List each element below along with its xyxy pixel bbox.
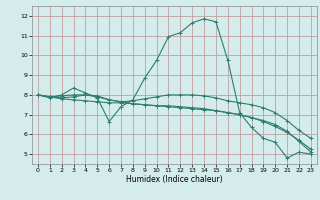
X-axis label: Humidex (Indice chaleur): Humidex (Indice chaleur) bbox=[126, 175, 223, 184]
